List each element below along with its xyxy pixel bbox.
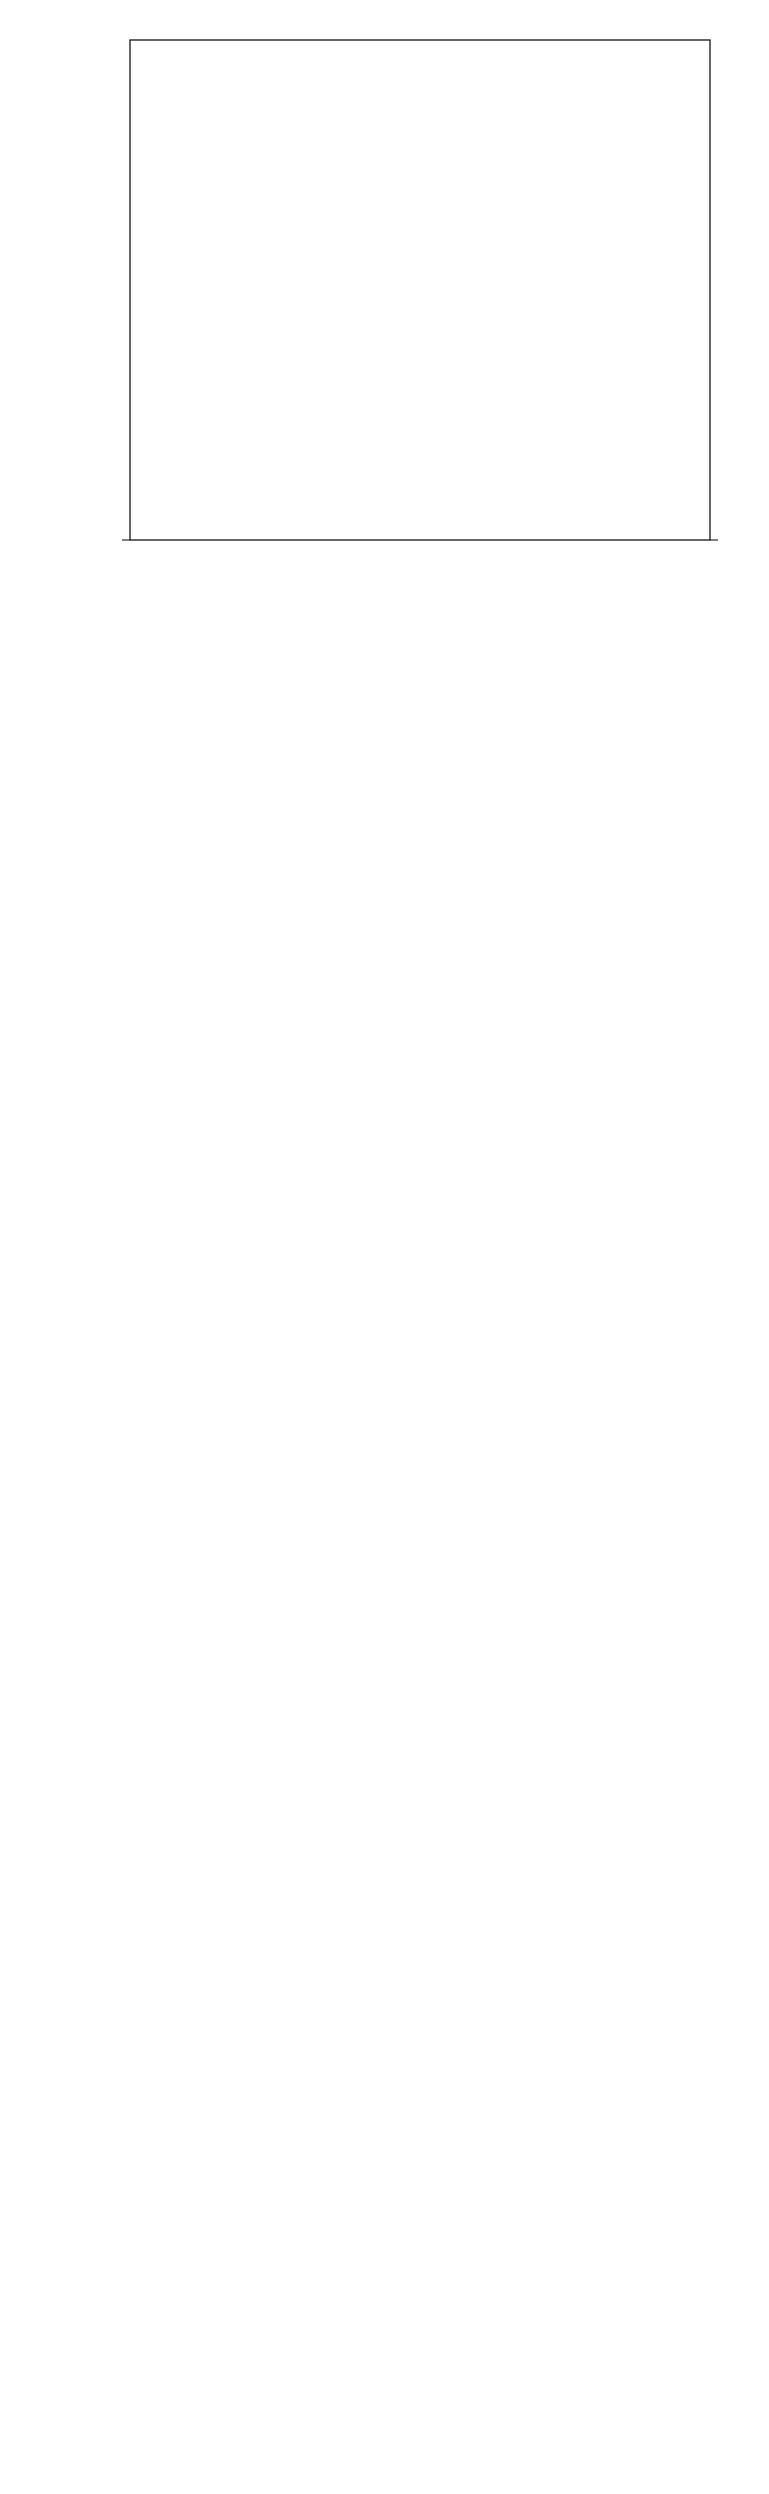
chart-svg: [0, 0, 769, 2494]
figure-container: [0, 0, 769, 2494]
chart-background: [0, 0, 769, 2494]
